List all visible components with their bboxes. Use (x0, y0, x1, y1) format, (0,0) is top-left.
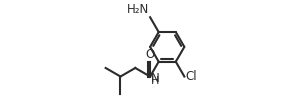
Text: O: O (146, 48, 155, 61)
Text: H: H (151, 76, 160, 86)
Text: Cl: Cl (185, 70, 197, 83)
Text: N: N (151, 72, 160, 85)
Text: H₂N: H₂N (126, 3, 149, 16)
